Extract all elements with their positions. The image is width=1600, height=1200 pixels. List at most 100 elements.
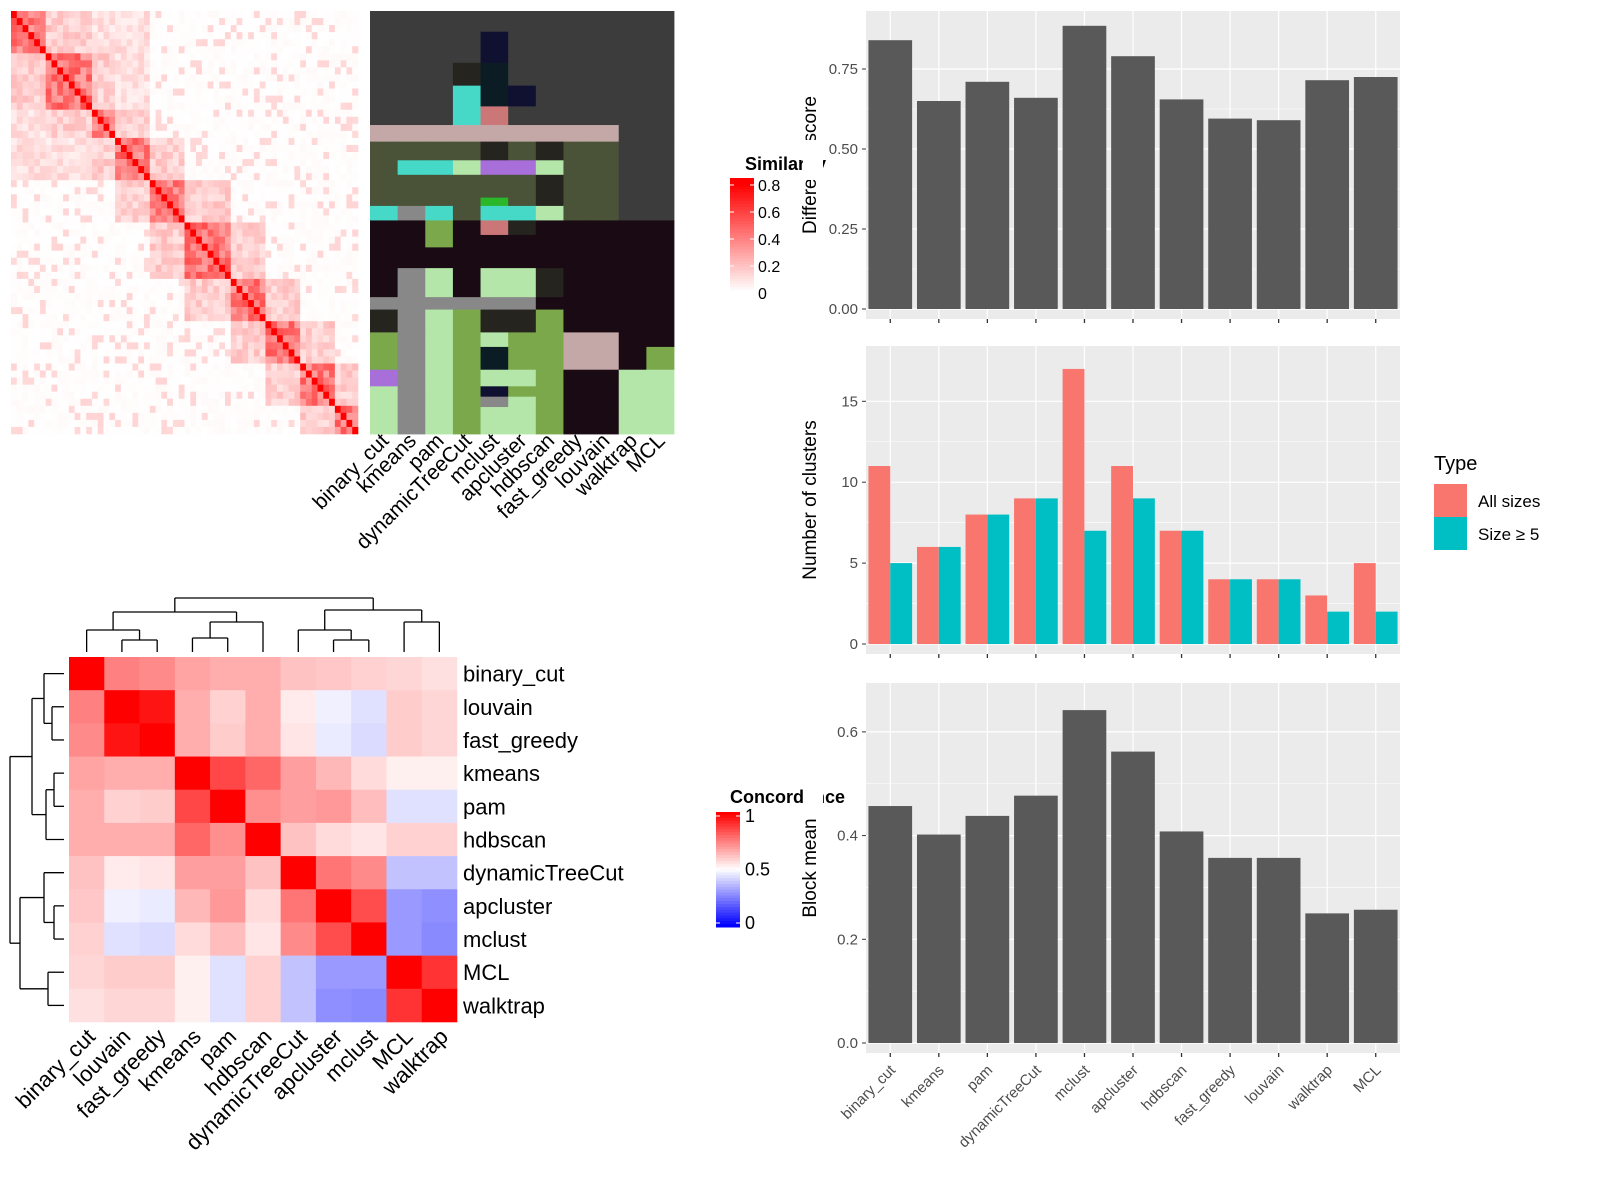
similarity-cell (352, 229, 359, 237)
similarity-cell (22, 109, 29, 118)
similarity-cell (155, 88, 162, 96)
similarity-cell (317, 356, 324, 364)
similarity-cell (97, 229, 104, 237)
similarity-cell (167, 81, 174, 89)
x-tick-label: MCL (1350, 1062, 1384, 1096)
similarity-cell (282, 95, 289, 103)
similarity-cell (265, 257, 272, 266)
similarity-cell (138, 187, 145, 195)
similarity-cell (288, 314, 295, 322)
similarity-cell (236, 426, 243, 435)
similarity-cell (346, 215, 353, 223)
similarity-cell (317, 398, 324, 407)
concordance-cell (174, 756, 211, 791)
similarity-cell (259, 314, 266, 322)
similarity-cell (103, 300, 110, 308)
similarity-cell (167, 307, 174, 315)
similarity-cell (294, 208, 301, 216)
similarity-cell (219, 137, 226, 146)
similarity-cell (167, 152, 174, 160)
similarity-cell (115, 25, 122, 33)
similarity-cell (74, 88, 81, 96)
similarity-cell (51, 74, 58, 82)
similarity-cell (294, 53, 301, 61)
similarity-cell (91, 159, 99, 167)
similarity-cell (34, 243, 41, 251)
similarity-cell (334, 222, 341, 230)
similarity-cell (190, 152, 197, 160)
similarity-cell (219, 130, 226, 139)
similarity-cell (86, 236, 93, 244)
similarity-cell (109, 88, 116, 96)
similarity-cell (224, 363, 232, 371)
similarity-cell (224, 95, 232, 103)
similarity-cell (120, 25, 127, 33)
similarity-cell (184, 412, 191, 421)
similarity-cell (346, 271, 353, 280)
similarity-cell (16, 81, 23, 89)
similarity-cell (305, 307, 313, 315)
similarity-cell (323, 278, 330, 287)
similarity-cell (16, 208, 23, 216)
bar (987, 514, 1010, 644)
similarity-cell (340, 88, 347, 96)
legend-gradient-slice (730, 272, 754, 277)
annotation-cell (646, 197, 675, 207)
similarity-cell (248, 180, 255, 188)
similarity-cell (253, 25, 260, 33)
similarity-cell (28, 137, 35, 146)
similarity-cell (334, 363, 341, 371)
annotation-cell (425, 247, 454, 269)
similarity-cell (80, 335, 87, 343)
similarity-cell (323, 81, 330, 89)
similarity-cell (167, 328, 174, 336)
similarity-cell (167, 187, 174, 195)
legend-label: Size ≥ 5 (1478, 525, 1539, 544)
similarity-cell (22, 11, 29, 19)
similarity-cell (144, 384, 151, 392)
similarity-cell (51, 32, 58, 40)
similarity-cell (138, 412, 145, 421)
similarity-cell (103, 32, 110, 40)
similarity-cell (126, 236, 133, 244)
similarity-cell (242, 152, 249, 160)
similarity-cell (28, 384, 35, 392)
similarity-cell (213, 39, 220, 47)
similarity-cell (236, 46, 243, 54)
similarity-cell (155, 222, 162, 230)
similarity-cell (311, 314, 318, 322)
similarity-cell (34, 60, 41, 68)
similarity-cell (161, 405, 168, 414)
similarity-cell (340, 391, 347, 400)
similarity-cell (213, 194, 220, 202)
similarity-cell (219, 215, 226, 223)
legend-swatch (1434, 517, 1467, 550)
annotation-cell (591, 369, 620, 387)
similarity-cell (277, 116, 284, 125)
similarity-cell (288, 426, 295, 435)
similarity-cell (86, 60, 93, 68)
similarity-cell (34, 236, 41, 244)
legend-gradient-slice (716, 921, 740, 925)
similarity-cell (300, 236, 307, 244)
annotation-cell (591, 386, 620, 398)
similarity-cell (74, 95, 81, 103)
annotation-cell (591, 220, 620, 236)
similarity-cell (230, 46, 237, 54)
similarity-cell (120, 285, 127, 294)
similarity-cell (323, 222, 330, 230)
similarity-cell (51, 159, 58, 167)
similarity-cell (323, 236, 330, 244)
similarity-cell (219, 18, 226, 26)
annotation-cell (397, 205, 426, 221)
similarity-cell (155, 166, 162, 174)
similarity-cell (300, 32, 307, 40)
annotation-cell (397, 106, 426, 126)
similarity-cell (213, 53, 220, 61)
similarity-cell (305, 250, 313, 259)
similarity-cell (74, 307, 81, 315)
similarity-cell (144, 102, 151, 110)
similarity-cell (51, 243, 58, 251)
annotation-cell (618, 407, 647, 420)
similarity-cell (138, 398, 145, 407)
